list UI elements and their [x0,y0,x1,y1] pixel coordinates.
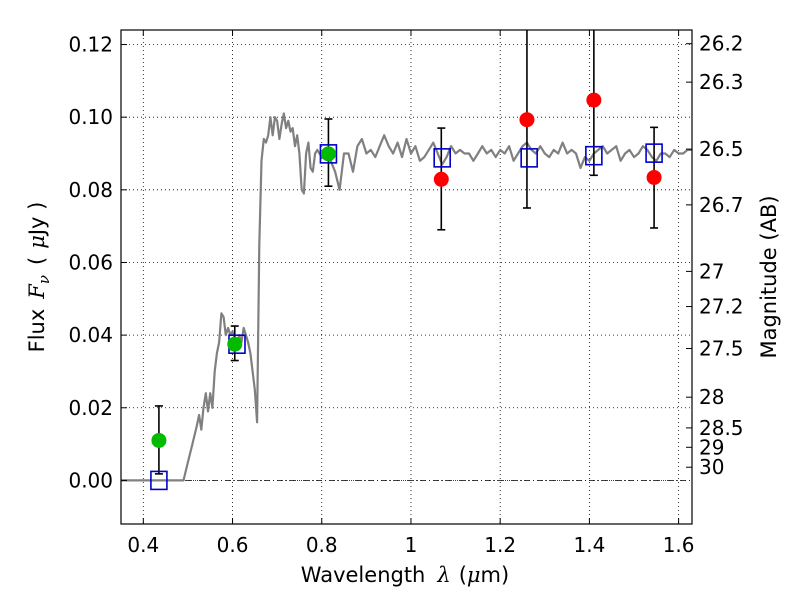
y-tick-label: 0.00 [68,468,113,492]
x-tick-label: 1.4 [573,533,605,557]
error-bars [154,30,659,475]
green-data-point [151,432,167,448]
magnitude-tick-label: 28 [699,385,724,409]
x-tick-label: 0.8 [306,533,338,557]
spectrum-line [121,112,692,482]
y-tick-label: 0.06 [68,250,113,274]
x-tick-label: 1.6 [663,533,695,557]
axis-ticks [121,30,692,524]
green-data-point [320,146,336,162]
model-spectrum [121,112,692,482]
green-data-point [227,336,243,352]
y-tick-label: 0.10 [68,105,113,129]
y-tick-label: 0.04 [68,323,113,347]
model-square-marker [645,143,663,163]
magnitude-tick-label: 27.5 [699,337,744,361]
magnitude-tick-label: 28.5 [699,416,744,440]
red-data-point [519,112,535,128]
magnitude-tick-label: 26.3 [699,70,744,94]
y-tick-label: 0.12 [68,33,113,57]
x-axis-title: Wavelength λ (μm) [301,563,509,587]
magnitude-tick-label: 29 [699,435,724,459]
magnitude-tick-label: 26.5 [699,137,744,161]
model-square-marker [433,148,451,168]
x-tick-label: 1 [405,533,418,557]
red-data-point [433,171,449,187]
red-data-point [646,169,662,185]
magnitude-tick-label: 27 [699,259,724,283]
data-markers [150,92,663,491]
magnitude-tick-label: 26.7 [699,193,744,217]
model-square-marker [585,145,603,166]
y-tick-label: 0.08 [68,178,113,202]
magnitude-tick-label: 27.2 [699,295,744,319]
x-tick-label: 1.2 [484,533,516,557]
magnitude-tick-label: 30 [699,455,724,479]
plot-frame [120,29,693,525]
tick-labels: 0.4 0.6 0.8 1 1.2 1.4 1.6 0.00 0.02 0.04 0.06 0.08 0… [68,32,743,557]
y-axis-title: FluxFν(μJy ) [25,202,53,353]
model-square-marker [319,144,338,164]
red-data-point [586,92,602,108]
magnitude-axis-title: Magnitude (AB) [757,195,781,358]
x-tick-label: 0.4 [127,533,159,557]
magnitude-tick-label: 26.2 [699,32,744,56]
model-square-marker [150,470,168,491]
model-square-marker [520,148,538,168]
y-tick-label: 0.02 [68,396,113,420]
x-tick-label: 0.6 [217,533,249,557]
grid-lines [121,30,692,524]
